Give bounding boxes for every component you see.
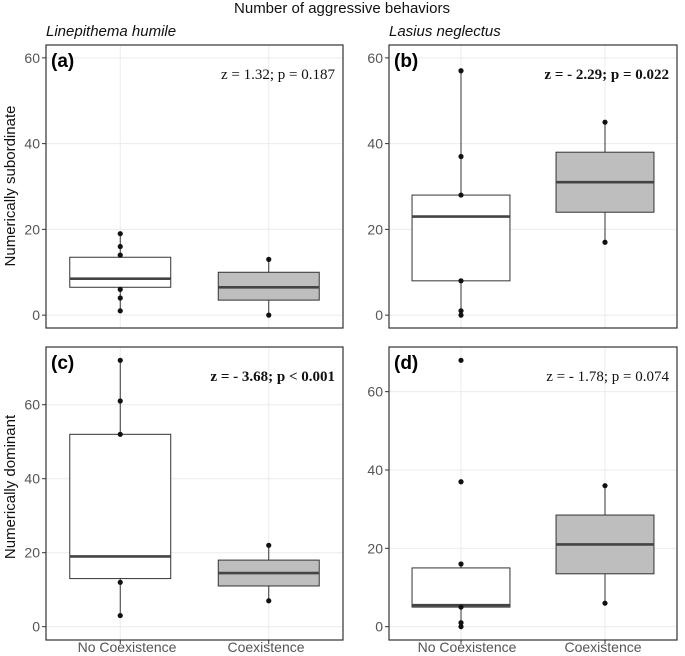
box-coexistence — [555, 119, 655, 245]
y-tick-label: 60 — [24, 50, 40, 66]
column-label-left: Linepithema humile — [46, 23, 176, 40]
y-tick-label: 0 — [32, 307, 40, 323]
x-tick-label-left: No Coexistence — [78, 639, 177, 655]
data-point — [117, 286, 123, 293]
y-tick-label: 20 — [24, 221, 40, 237]
data-point — [458, 604, 464, 610]
y-tick-label: 20 — [367, 221, 383, 237]
data-point — [117, 243, 123, 250]
y-tick-label: 60 — [24, 397, 40, 413]
panel-label: (d) — [394, 353, 418, 374]
data-point — [117, 398, 123, 404]
y-tick-label: 60 — [367, 384, 383, 400]
data-point — [458, 192, 464, 198]
panels: 0 20 40 60 (a) z = 1.32; p = 0.187 0 20 40 60 (b) z… — [24, 44, 678, 644]
x-tick-label-left-2: Coexistence — [227, 639, 304, 655]
data-point — [117, 612, 123, 619]
stat-annotation: z = - 3.68; p < 0.001 — [210, 369, 335, 385]
data-point — [117, 579, 123, 585]
box-no-coexistence — [69, 231, 172, 314]
data-point — [458, 479, 464, 485]
column-label-right: Lasius neglectus — [389, 23, 501, 40]
data-point — [602, 119, 608, 125]
box-iqr — [411, 194, 511, 282]
data-point — [458, 620, 464, 626]
box-coexistence — [217, 542, 320, 604]
panel-border — [388, 346, 678, 641]
figure-title: Number of aggressive behaviors — [234, 0, 450, 17]
stat-annotation: z = - 2.29; p = 0.022 — [544, 67, 669, 83]
data-point — [266, 312, 272, 318]
data-point — [117, 431, 123, 437]
data-point — [266, 598, 272, 604]
data-point — [117, 308, 123, 314]
data-point — [458, 624, 464, 630]
box-coexistence — [217, 256, 320, 318]
panel-label: (a) — [51, 51, 74, 72]
panel-a: 0 20 40 60 (a) z = 1.32; p = 0.187 — [24, 44, 344, 329]
data-point — [117, 231, 123, 237]
data-point — [458, 312, 464, 318]
panel-c: 0 20 40 60 (c) z = - 3.68; p < 0.001 — [24, 346, 344, 644]
panel-border — [45, 44, 344, 329]
data-point — [458, 68, 464, 74]
panel-d: 0 20 40 60 (d) z = - 1.78; p = 0.074 — [367, 346, 678, 644]
panel-label: (c) — [51, 353, 74, 374]
box-iqr — [411, 567, 511, 608]
data-point — [458, 153, 464, 160]
data-point — [458, 561, 464, 567]
box-no-coexistence — [69, 357, 172, 619]
y-tick-label: 20 — [367, 540, 383, 556]
row-label-bottom: Numerically dominant — [2, 414, 19, 559]
data-point — [602, 600, 608, 606]
y-tick-label: 20 — [24, 545, 40, 561]
box-iqr — [69, 433, 172, 580]
panel-label: (b) — [394, 51, 418, 72]
y-tick-label: 0 — [375, 307, 383, 323]
y-tick-label: 40 — [24, 136, 40, 152]
box-coexistence — [555, 483, 655, 606]
stat-annotation: z = 1.32; p = 0.187 — [221, 67, 335, 83]
box-iqr — [69, 256, 172, 288]
data-point — [602, 239, 608, 245]
data-point — [117, 357, 123, 363]
y-tick-label: 40 — [24, 471, 40, 487]
y-tick-label: 60 — [367, 50, 383, 66]
panel-border — [45, 346, 344, 641]
data-point — [117, 252, 123, 258]
data-point — [602, 483, 608, 489]
y-tick-label: 40 — [367, 136, 383, 152]
stat-annotation: z = - 1.78; p = 0.074 — [546, 369, 669, 385]
data-point — [266, 256, 272, 262]
panel-b: 0 20 40 60 (b) z = - 2.29; p = 0.022 — [367, 44, 678, 329]
box-no-coexistence — [411, 357, 511, 630]
data-point — [458, 308, 464, 314]
x-tick-label-right-2: Coexistence — [564, 639, 641, 655]
box-no-coexistence — [411, 68, 511, 318]
y-tick-label: 40 — [367, 462, 383, 478]
data-point — [266, 542, 272, 548]
data-point — [458, 278, 464, 284]
y-tick-label: 0 — [375, 619, 383, 635]
row-label-top: Numerically subordinate — [2, 106, 19, 267]
panel-border — [388, 44, 678, 329]
data-point — [458, 357, 464, 363]
x-tick-label-right: No Coexistence — [418, 639, 517, 655]
data-point — [117, 295, 123, 301]
y-tick-label: 0 — [32, 619, 40, 635]
